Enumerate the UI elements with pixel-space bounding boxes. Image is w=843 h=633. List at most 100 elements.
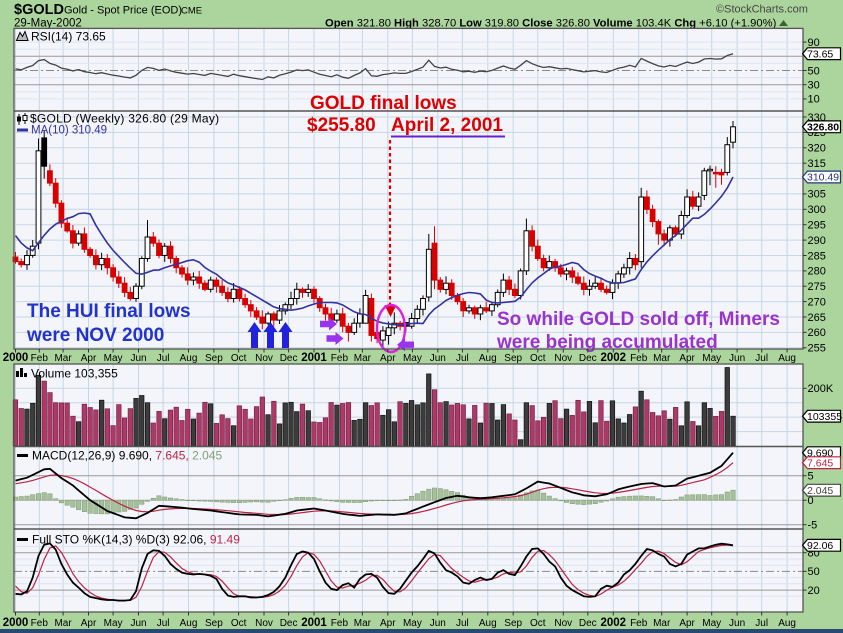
svg-text:April 2, 2001: April 2, 2001 [391,115,503,136]
svg-text:Aug: Aug [778,353,796,364]
svg-text:©StockCharts.com: ©StockCharts.com [716,4,808,16]
svg-text:280: 280 [808,266,826,278]
svg-text:RSI(14) 73.65: RSI(14) 73.65 [31,30,106,44]
svg-text:2.045: 2.045 [807,485,833,497]
svg-text:2002: 2002 [601,352,627,364]
svg-text:Dec: Dec [579,618,597,629]
svg-text:CME: CME [181,6,202,17]
svg-text:So while GOLD sold off, Miners: So while GOLD sold off, Miners [497,309,780,330]
svg-text:Aug: Aug [180,618,198,629]
svg-text:Jun: Jun [729,353,745,364]
svg-text:GOLD final lows: GOLD final lows [310,93,457,114]
svg-text:90: 90 [808,37,820,49]
svg-text:Apr: Apr [81,353,97,364]
svg-text:$GOLD: $GOLD [14,2,64,18]
svg-text:May: May [702,353,721,364]
svg-text:were being accumulated: were being accumulated [496,332,718,353]
svg-text:May: May [104,353,123,364]
svg-text:Jul: Jul [755,353,768,364]
svg-text:50: 50 [808,65,820,77]
svg-text:73.65: 73.65 [807,48,833,60]
svg-text:Nov: Nov [255,618,273,629]
svg-text:255: 255 [808,343,826,355]
svg-text:200K: 200K [808,383,834,395]
svg-text:2000: 2000 [3,352,29,364]
svg-text:MACD(12,26,9) 9.690, 7.645, 2.: MACD(12,26,9) 9.690, 7.645, 2.045 [32,449,222,463]
svg-text:326.80: 326.80 [807,122,839,134]
svg-text:Sep: Sep [205,353,223,364]
svg-text:10: 10 [808,94,820,106]
svg-text:Oct: Oct [530,353,546,364]
svg-text:Gold - Spot Price (EOD): Gold - Spot Price (EOD) [64,5,182,17]
svg-text:Mar: Mar [54,353,72,364]
svg-text:295: 295 [808,220,826,232]
svg-text:Mar: Mar [54,618,72,629]
svg-text:2002: 2002 [601,617,627,629]
svg-text:Jul: Jul [157,618,170,629]
svg-text:Apr: Apr [679,618,695,629]
svg-text:Sep: Sep [504,618,522,629]
svg-text:Oct: Oct [231,618,247,629]
svg-text:$255.80: $255.80 [307,115,376,136]
svg-text:270: 270 [808,296,826,308]
svg-text:Jun: Jun [430,618,446,629]
svg-text:315: 315 [808,158,826,170]
svg-text:Apr: Apr [380,353,396,364]
svg-text:May: May [403,618,422,629]
svg-text:Sep: Sep [504,353,522,364]
svg-text:305: 305 [808,189,826,201]
svg-text:Jun: Jun [729,618,745,629]
svg-text:Volume 103,355: Volume 103,355 [31,367,118,381]
svg-text:Jul: Jul [456,353,469,364]
svg-text:265: 265 [808,312,826,324]
svg-text:Dec: Dec [280,353,298,364]
svg-text:Feb: Feb [331,353,349,364]
svg-text:Nov: Nov [554,618,572,629]
svg-text:Mar: Mar [354,353,372,364]
svg-text:275: 275 [808,281,826,293]
svg-text:Apr: Apr [380,618,396,629]
svg-text:Jul: Jul [755,618,768,629]
svg-text:Open 321.80 High 328.70 Low 31: Open 321.80 High 328.70 Low 319.80 Close… [325,18,777,30]
svg-text:Jun: Jun [130,353,146,364]
svg-text:310.49: 310.49 [807,172,839,184]
svg-text:2001: 2001 [301,352,327,364]
svg-text:Dec: Dec [579,353,597,364]
svg-text:The HUI final lows: The HUI final lows [27,301,191,322]
svg-text:50: 50 [808,566,820,578]
svg-text:Full STO %K(14,3) %D(3) 92.06,: Full STO %K(14,3) %D(3) 92.06, 91.49 [32,533,240,547]
svg-text:$GOLD (Weekly) 326.80 (29 May): $GOLD (Weekly) 326.80 (29 May) [30,112,219,126]
svg-text:Feb: Feb [331,618,349,629]
svg-text:Feb: Feb [630,618,648,629]
svg-text:320: 320 [808,143,826,155]
svg-text:Apr: Apr [679,353,695,364]
svg-text:7.645: 7.645 [807,457,833,469]
svg-text:Aug: Aug [180,353,198,364]
svg-text:290: 290 [808,235,826,247]
svg-text:Feb: Feb [31,618,49,629]
svg-text:2000: 2000 [3,617,29,629]
svg-text:Feb: Feb [31,353,49,364]
svg-text:Jun: Jun [430,353,446,364]
svg-text:103355: 103355 [807,411,842,423]
svg-text:Sep: Sep [205,618,223,629]
svg-text:May: May [104,618,123,629]
svg-text:Mar: Mar [653,618,671,629]
svg-text:0: 0 [808,495,814,507]
svg-text:Mar: Mar [653,353,671,364]
svg-text:260: 260 [808,327,826,339]
svg-text:30: 30 [808,80,820,92]
svg-text:Jun: Jun [130,618,146,629]
svg-text:Aug: Aug [778,618,796,629]
svg-text:300: 300 [808,204,826,216]
svg-text:92.06: 92.06 [807,540,833,552]
svg-text:Aug: Aug [479,618,497,629]
svg-text:29-May-2002: 29-May-2002 [14,18,82,30]
svg-text:Mar: Mar [354,618,372,629]
svg-text:2001: 2001 [301,617,327,629]
svg-text:Jul: Jul [456,618,469,629]
svg-text:Aug: Aug [479,353,497,364]
svg-text:Jul: Jul [157,353,170,364]
svg-text:-5: -5 [808,520,818,532]
svg-text:Nov: Nov [255,353,273,364]
